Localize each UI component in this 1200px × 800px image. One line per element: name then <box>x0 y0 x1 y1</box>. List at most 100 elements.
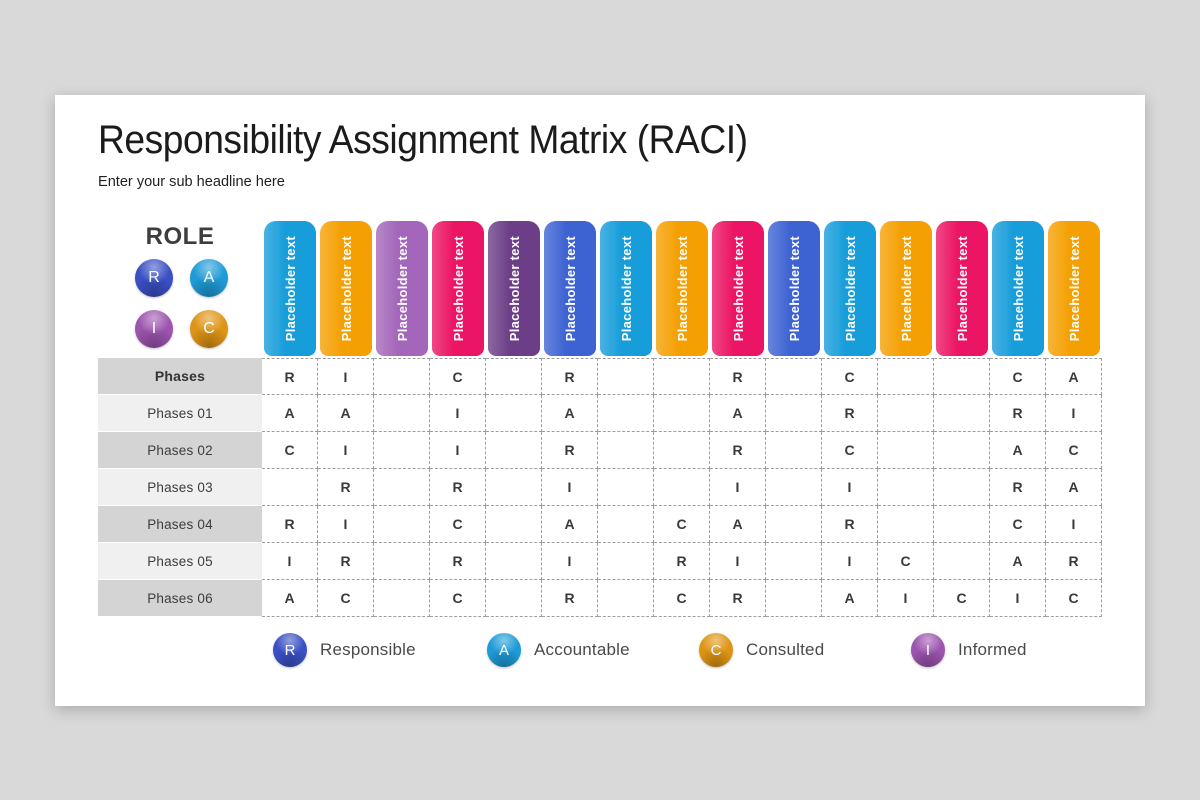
slide-title: Responsibility Assignment Matrix (RACI) <box>98 118 748 162</box>
raci-cell-r7-c5 <box>486 580 542 617</box>
raci-cell-r1-c1: R <box>262 358 318 395</box>
raci-cell-r6-c6: I <box>542 543 598 580</box>
raci-cell-r7-c11: A <box>822 580 878 617</box>
raci-cell-r4-c5 <box>486 469 542 506</box>
raci-cell-r1-c14: C <box>990 358 1046 395</box>
raci-cell-r1-c13 <box>934 358 990 395</box>
raci-cell-r3-c4: I <box>430 432 486 469</box>
raci-cell-r6-c15: R <box>1046 543 1102 580</box>
raci-cell-r4-c2: R <box>318 469 374 506</box>
raci-cell-r5-c3 <box>374 506 430 543</box>
raci-cell-r4-c14: R <box>990 469 1046 506</box>
column-header-label: Placeholder text <box>562 235 578 342</box>
raci-cell-r4-c12 <box>878 469 934 506</box>
legend-item-consulted: C Consulted <box>699 633 824 667</box>
raci-cell-r1-c4: C <box>430 358 486 395</box>
raci-cell-r7-c1: A <box>262 580 318 617</box>
legend-label: Responsible <box>320 640 416 659</box>
raci-cell-r6-c5 <box>486 543 542 580</box>
raci-cell-r3-c15: C <box>1046 432 1102 469</box>
raci-cell-r2-c5 <box>486 395 542 432</box>
role-badge-i: I <box>135 310 173 348</box>
column-header-label: Placeholder text <box>898 235 914 342</box>
raci-cell-r5-c6: A <box>542 506 598 543</box>
legend-badge-a: A <box>487 633 521 667</box>
raci-cell-r2-c10 <box>766 395 822 432</box>
raci-cell-r5-c14: C <box>990 506 1046 543</box>
row-label-5: Phases 04 <box>98 506 262 543</box>
raci-cell-r3-c3 <box>374 432 430 469</box>
raci-cell-r1-c15: A <box>1046 358 1102 395</box>
column-header-11: Placeholder text <box>824 221 876 356</box>
raci-cell-r1-c8 <box>654 358 710 395</box>
raci-cell-r7-c12: I <box>878 580 934 617</box>
raci-cell-r5-c8: C <box>654 506 710 543</box>
raci-cell-r1-c9: R <box>710 358 766 395</box>
raci-cell-r1-c10 <box>766 358 822 395</box>
raci-cell-r3-c5 <box>486 432 542 469</box>
raci-cell-r3-c7 <box>598 432 654 469</box>
raci-cell-r4-c10 <box>766 469 822 506</box>
raci-cell-r6-c11: I <box>822 543 878 580</box>
raci-cell-r7-c7 <box>598 580 654 617</box>
raci-cell-r2-c11: R <box>822 395 878 432</box>
raci-cell-r5-c7 <box>598 506 654 543</box>
raci-cell-r1-c5 <box>486 358 542 395</box>
legend-badge-i: I <box>911 633 945 667</box>
column-header-4: Placeholder text <box>432 221 484 356</box>
column-header-8: Placeholder text <box>656 221 708 356</box>
raci-cell-r2-c12 <box>878 395 934 432</box>
column-header-2: Placeholder text <box>320 221 372 356</box>
column-header-9: Placeholder text <box>712 221 764 356</box>
column-header-label: Placeholder text <box>842 235 858 342</box>
column-header-13: Placeholder text <box>936 221 988 356</box>
column-header-5: Placeholder text <box>488 221 540 356</box>
role-badge-r: R <box>135 259 173 297</box>
column-header-label: Placeholder text <box>618 235 634 342</box>
raci-cell-r1-c11: C <box>822 358 878 395</box>
raci-cell-r6-c7 <box>598 543 654 580</box>
raci-cell-r4-c4: R <box>430 469 486 506</box>
raci-cell-r7-c4: C <box>430 580 486 617</box>
raci-cell-r4-c7 <box>598 469 654 506</box>
raci-cell-r4-c15: A <box>1046 469 1102 506</box>
raci-cell-r4-c9: I <box>710 469 766 506</box>
raci-cell-r3-c8 <box>654 432 710 469</box>
column-header-6: Placeholder text <box>544 221 596 356</box>
raci-cell-r5-c2: I <box>318 506 374 543</box>
column-header-10: Placeholder text <box>768 221 820 356</box>
legend-label: Informed <box>958 640 1027 659</box>
raci-cell-r6-c1: I <box>262 543 318 580</box>
column-header-label: Placeholder text <box>954 235 970 342</box>
raci-cell-r7-c3 <box>374 580 430 617</box>
legend-badge-c: C <box>699 633 733 667</box>
raci-cell-r5-c15: I <box>1046 506 1102 543</box>
raci-cell-r6-c4: R <box>430 543 486 580</box>
column-header-15: Placeholder text <box>1048 221 1100 356</box>
legend: R Responsible A Accountable C Consulted I Infor… <box>55 633 1145 673</box>
raci-cell-r5-c5 <box>486 506 542 543</box>
column-header-label: Placeholder text <box>338 235 354 342</box>
raci-cell-r3-c13 <box>934 432 990 469</box>
raci-cell-r2-c15: I <box>1046 395 1102 432</box>
column-header-label: Placeholder text <box>730 235 746 342</box>
raci-cell-r4-c3 <box>374 469 430 506</box>
raci-cell-r2-c8 <box>654 395 710 432</box>
role-badge-c: C <box>190 310 228 348</box>
column-header-label: Placeholder text <box>786 235 802 342</box>
raci-cell-r5-c13 <box>934 506 990 543</box>
raci-cell-r2-c4: I <box>430 395 486 432</box>
row-label-1: Phases <box>98 358 262 395</box>
raci-cell-r3-c1: C <box>262 432 318 469</box>
column-header-14: Placeholder text <box>992 221 1044 356</box>
legend-item-accountable: A Accountable <box>487 633 630 667</box>
raci-cell-r7-c8: C <box>654 580 710 617</box>
raci-cell-r2-c1: A <box>262 395 318 432</box>
raci-cell-r7-c10 <box>766 580 822 617</box>
raci-cell-r1-c6: R <box>542 358 598 395</box>
raci-cell-r5-c9: A <box>710 506 766 543</box>
raci-cell-r3-c10 <box>766 432 822 469</box>
